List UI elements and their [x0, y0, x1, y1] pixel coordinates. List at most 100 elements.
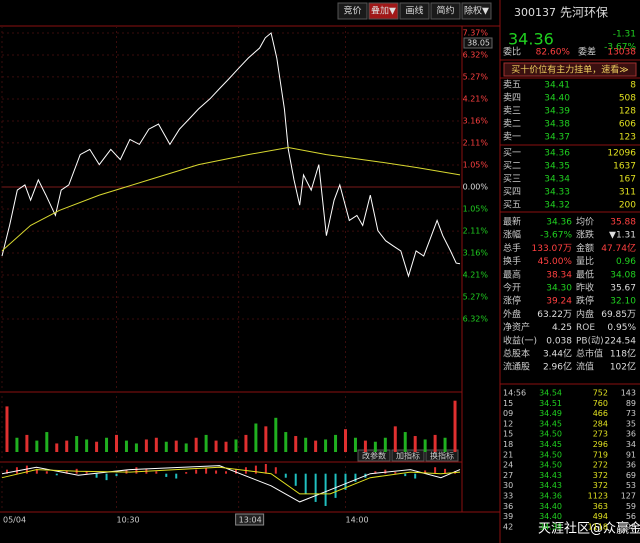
volume-bar — [85, 439, 89, 452]
macd-bar — [105, 473, 108, 481]
indicator-button[interactable] — [391, 449, 425, 462]
stat-value: 45.00% — [538, 257, 573, 267]
macd-bar — [115, 473, 118, 477]
stat-label: 换手 — [503, 255, 521, 267]
toolbar-label[interactable]: 叠加▼ — [371, 6, 396, 17]
book-volume: 12096 — [607, 149, 636, 159]
book-volume: 123 — [619, 133, 636, 143]
y-tick-label: 0.00% — [463, 183, 489, 192]
volume-bar — [403, 432, 407, 452]
trade-count: 35 — [626, 419, 636, 428]
stat-label: 流值 — [576, 361, 594, 373]
crosshair-label-box — [235, 513, 265, 526]
stat-value: 63.22万 — [537, 310, 572, 320]
y-tick-label: 7.37% — [463, 29, 489, 38]
volume-bar — [45, 432, 49, 452]
book-volume: 167 — [619, 175, 636, 185]
y-tick-label: 5.27% — [463, 72, 489, 81]
volume-bar — [35, 440, 39, 452]
stat-value: 38.34 — [546, 270, 572, 280]
book-price: 34.35 — [544, 162, 570, 172]
trade-price: 34.43 — [539, 481, 562, 490]
toolbar-button[interactable] — [430, 2, 461, 20]
volume-bar — [134, 443, 138, 452]
banner-box[interactable] — [503, 62, 637, 77]
book-label: 买三 — [503, 174, 521, 185]
top-price-label: 38.05 — [467, 39, 490, 48]
y-tick-label: 1.05% — [463, 161, 489, 170]
stat-label: 均价 — [576, 216, 594, 228]
stat-value: 0.95% — [607, 323, 636, 333]
volume-bar — [25, 434, 29, 452]
macd-bar — [284, 473, 287, 478]
macd-bar — [45, 471, 48, 474]
stat-label: 总市值 — [576, 348, 603, 360]
indicator-button[interactable] — [425, 449, 459, 462]
volume-bar — [184, 443, 188, 452]
macd-bar — [135, 467, 138, 474]
book-price: 34.39 — [544, 107, 570, 117]
toolbar-button[interactable] — [337, 2, 368, 20]
trade-volume: 372 — [593, 481, 608, 490]
toolbar-label[interactable]: 简约 — [436, 5, 454, 17]
macd-bar — [5, 469, 8, 474]
stat-value: ▼1.31 — [609, 231, 636, 241]
toolbar-button[interactable] — [461, 2, 492, 20]
volume-bar — [393, 426, 397, 452]
macd-bar — [155, 471, 158, 474]
stat-label: PB(动) — [576, 335, 604, 346]
macd-bar — [234, 468, 237, 474]
ratio-cell: 委差 — [578, 46, 596, 58]
x-tick-label: 10:30 — [117, 516, 140, 525]
ratio-cell: 13038 — [607, 48, 636, 58]
trade-count: 59 — [626, 502, 636, 511]
toolbar-button[interactable] — [368, 2, 399, 20]
stat-value: 47.74亿 — [601, 242, 636, 254]
stock-code: 300137 — [514, 6, 556, 19]
trade-price: 34.36 — [539, 492, 562, 501]
volume-bar — [194, 437, 198, 452]
x-tick-label: 14:00 — [346, 516, 369, 525]
book-label: 买四 — [503, 187, 521, 198]
toolbar-label[interactable]: 除权▼ — [464, 5, 489, 17]
trade-time: 36 — [503, 502, 513, 511]
trade-count: 56 — [626, 512, 636, 521]
indicator-label[interactable]: 换指标 — [430, 451, 454, 461]
trade-count: 98 — [626, 522, 636, 531]
macd-bar — [205, 468, 208, 474]
volume-bar — [423, 439, 427, 452]
macd-bar — [374, 471, 377, 474]
trade-price: 34.45 — [539, 440, 562, 449]
macd-bar — [274, 467, 277, 474]
toolbar-label[interactable]: 竞价 — [343, 5, 361, 17]
macd-bar — [215, 470, 218, 474]
stat-label: 昨收 — [576, 282, 594, 294]
trade-time: 30 — [503, 481, 513, 490]
macd-bar — [65, 470, 68, 474]
volume-bar — [224, 441, 228, 452]
stat-label: 跌停 — [576, 295, 594, 307]
volume-bar — [244, 434, 248, 452]
volume-bar — [174, 440, 178, 452]
toolbar-button[interactable] — [399, 2, 430, 20]
book-price: 34.32 — [544, 201, 570, 211]
volume-bar — [284, 432, 288, 452]
macd-bar — [414, 473, 417, 479]
volume-bar — [453, 400, 457, 452]
stat-value: 4.25 — [552, 323, 572, 333]
y-tick-label: 6.32% — [463, 50, 489, 59]
trade-count: 69 — [626, 471, 636, 480]
banner[interactable]: 买十价位有主力挂单，速看≫ — [511, 64, 628, 76]
stat-label: 净资产 — [503, 321, 530, 333]
indicator-label[interactable]: 加指标 — [396, 451, 420, 461]
stat-value: 2.96亿 — [543, 361, 572, 373]
macd-bar — [85, 471, 88, 474]
stat-label: 今开 — [503, 282, 521, 294]
macd-bar — [324, 473, 327, 506]
toolbar-label[interactable]: 画线 — [405, 5, 423, 17]
stat-value: 3.44亿 — [543, 348, 572, 360]
indicator-label[interactable]: 改参数 — [362, 451, 386, 461]
trade-volume: 494 — [593, 512, 608, 521]
macd-bar — [304, 473, 307, 494]
trade-time: 21 — [503, 450, 513, 459]
